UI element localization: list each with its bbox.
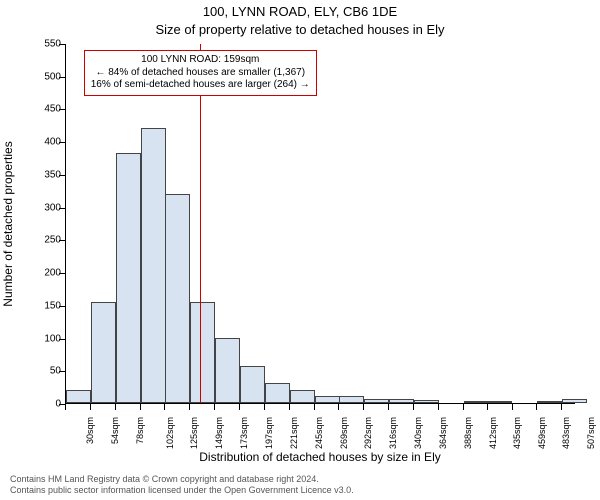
histogram-bar (315, 396, 340, 403)
callout-line: 16% of semi-detached houses are larger (… (91, 79, 310, 92)
footer-attribution: Contains HM Land Registry data © Crown c… (10, 474, 354, 496)
x-tick (512, 404, 513, 410)
callout-box: 100 LYNN ROAD: 159sqm ← 84% of detached … (84, 50, 317, 96)
x-tick-label: 30sqm (85, 417, 95, 444)
x-tick-label: 483sqm (562, 417, 572, 449)
histogram-bar (414, 400, 439, 403)
histogram-bar (265, 383, 290, 403)
x-tick-label: 245sqm (314, 417, 324, 449)
x-tick-label: 292sqm (363, 417, 373, 449)
x-tick (264, 404, 265, 410)
histogram-bar (290, 390, 315, 403)
x-tick (438, 404, 439, 410)
y-tick-label: 350 (35, 169, 61, 180)
chart-page: 100, LYNN ROAD, ELY, CB6 1DE Size of pro… (0, 0, 600, 500)
footer-line: Contains HM Land Registry data © Crown c… (10, 474, 354, 485)
y-tick-label: 500 (35, 71, 61, 82)
histogram-bar (364, 399, 389, 403)
x-tick-label: 364sqm (438, 417, 448, 449)
x-tick-label: 435sqm (512, 417, 522, 449)
callout-line: 100 LYNN ROAD: 159sqm (91, 54, 310, 67)
x-tick-label: 221sqm (289, 417, 299, 449)
y-tick-label: 250 (35, 235, 61, 246)
x-tick-label: 340sqm (413, 417, 423, 449)
histogram-bar (91, 302, 116, 403)
histogram-bar (488, 401, 513, 403)
x-tick (289, 404, 290, 410)
y-tick-label: 150 (35, 300, 61, 311)
y-tick-label: 0 (35, 399, 61, 410)
x-tick-label: 197sqm (264, 417, 274, 449)
x-tick (487, 404, 488, 410)
histogram-bar (562, 399, 587, 403)
histogram-bar (389, 399, 414, 403)
x-axis-label: Distribution of detached houses by size … (65, 450, 575, 464)
x-tick (140, 404, 141, 410)
histogram-bar (116, 153, 141, 403)
plot-area: 100 LYNN ROAD: 159sqm ← 84% of detached … (65, 44, 575, 404)
x-tick-label: 54sqm (110, 417, 120, 444)
x-tick (561, 404, 562, 410)
page-title: Size of property relative to detached ho… (0, 22, 600, 37)
x-tick (463, 404, 464, 410)
x-tick-label: 173sqm (239, 417, 249, 449)
x-tick-label: 102sqm (165, 417, 175, 449)
x-tick (115, 404, 116, 410)
histogram-bar (165, 194, 190, 403)
x-tick-label: 269sqm (339, 417, 349, 449)
y-tick-label: 200 (35, 268, 61, 279)
y-axis-label: Number of detached properties (1, 141, 15, 306)
histogram-bar (190, 302, 215, 403)
x-tick-label: 316sqm (388, 417, 398, 449)
x-tick-label: 149sqm (214, 417, 224, 449)
y-tick-label: 450 (35, 104, 61, 115)
y-tick-label: 550 (35, 39, 61, 50)
x-tick-label: 388sqm (463, 417, 473, 449)
x-tick (90, 404, 91, 410)
y-tick-label: 50 (35, 366, 61, 377)
callout-line: ← 84% of detached houses are smaller (1,… (91, 67, 310, 80)
x-tick-label: 459sqm (537, 417, 547, 449)
histogram-bars (66, 44, 575, 403)
histogram-bar (240, 366, 265, 403)
x-tick (65, 404, 66, 410)
histogram-bar (141, 128, 166, 403)
y-tick-label: 400 (35, 137, 61, 148)
x-tick (214, 404, 215, 410)
footer-line: Contains public sector information licen… (10, 485, 354, 496)
page-super-title: 100, LYNN ROAD, ELY, CB6 1DE (0, 4, 600, 19)
histogram-bar (215, 338, 240, 403)
histogram-bar (464, 401, 489, 403)
x-tick (338, 404, 339, 410)
x-tick-label: 507sqm (587, 417, 597, 449)
histogram-bar (537, 401, 562, 403)
histogram-bar (339, 396, 364, 403)
x-tick (189, 404, 190, 410)
histogram-bar (66, 390, 91, 403)
x-tick (388, 404, 389, 410)
x-tick (164, 404, 165, 410)
x-tick-label: 78sqm (135, 417, 145, 444)
x-tick-label: 412sqm (488, 417, 498, 449)
x-tick (239, 404, 240, 410)
x-tick-label: 125sqm (189, 417, 199, 449)
y-tick-label: 300 (35, 202, 61, 213)
x-tick (536, 404, 537, 410)
x-tick (314, 404, 315, 410)
reference-line (200, 44, 201, 403)
y-tick-label: 100 (35, 333, 61, 344)
x-tick (413, 404, 414, 410)
x-tick (363, 404, 364, 410)
